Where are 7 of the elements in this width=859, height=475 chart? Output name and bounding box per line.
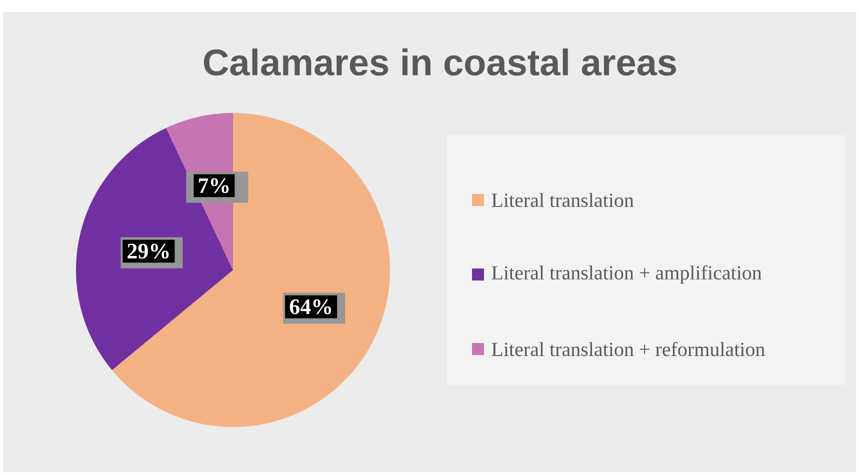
- data-label: 64%: [290, 299, 332, 314]
- data-label: 7%: [198, 178, 229, 194]
- chart-title: Calamares in coastal areas: [204, 48, 676, 76]
- legend-label: Literal translation: [492, 192, 634, 208]
- data-label: 29%: [128, 244, 169, 259]
- legend-label: Literal translation + reformulation: [492, 342, 765, 356]
- legend-label: Literal translation + amplification: [492, 265, 762, 284]
